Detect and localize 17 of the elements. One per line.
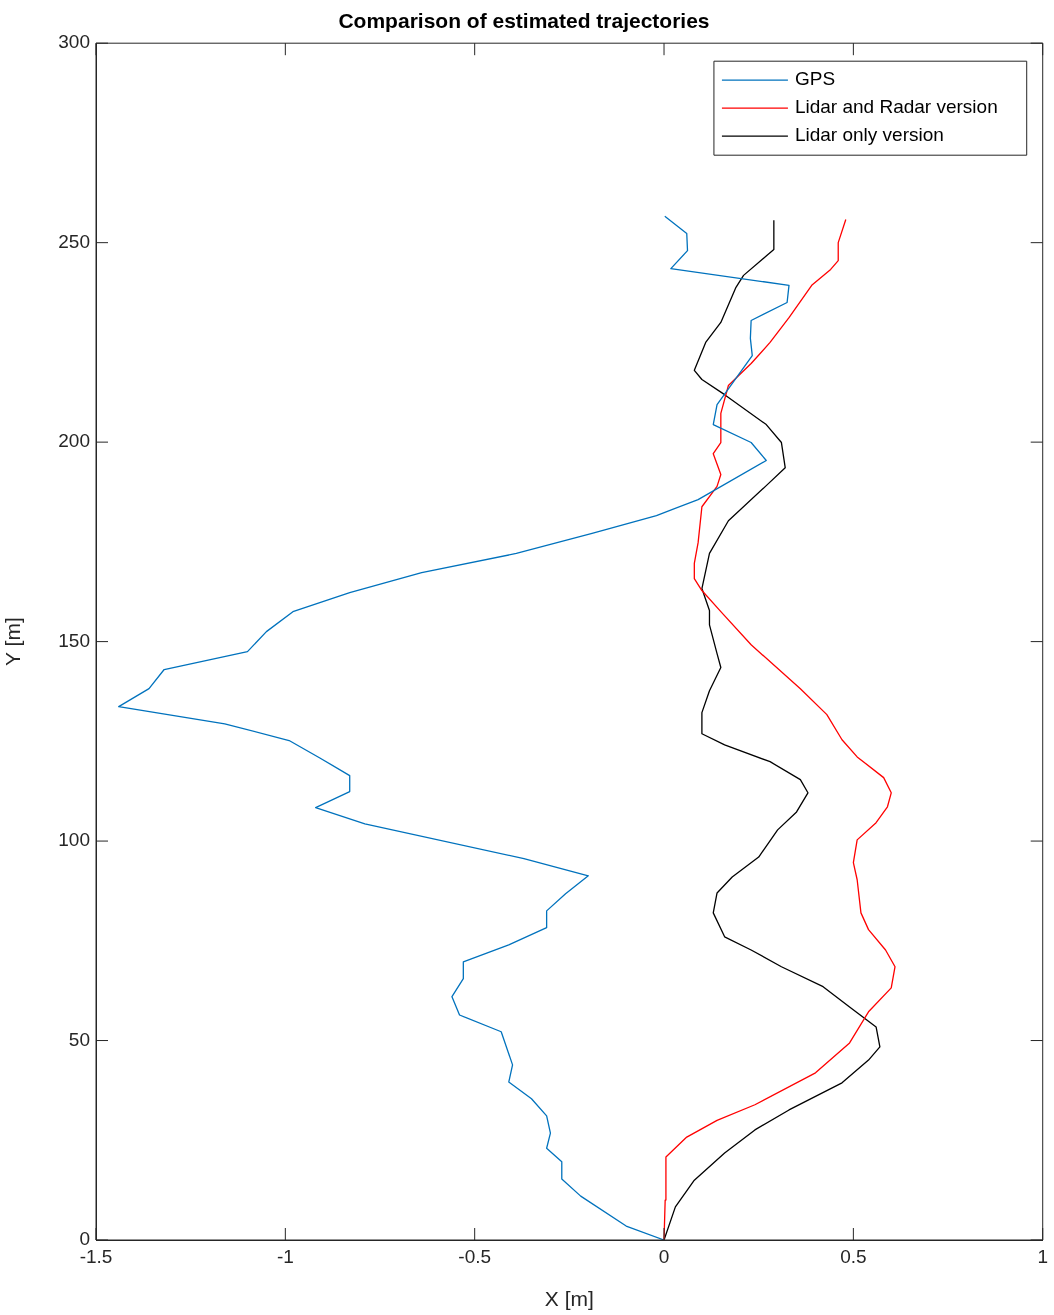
x-tick-label: -1 [276, 1245, 294, 1267]
x-tick-label: 0.5 [840, 1245, 867, 1267]
legend-label: GPS [794, 68, 836, 90]
legend-label: Lidar and Radar version [794, 96, 998, 118]
x-tick-label: 0 [658, 1245, 670, 1267]
y-tick-label: 100 [58, 829, 90, 851]
y-tick-label: 250 [58, 230, 90, 252]
chart-title: Comparison of estimated trajectories [338, 9, 710, 33]
y-axis-title: Y [m] [1, 617, 25, 666]
x-tick-label: -0.5 [458, 1245, 492, 1267]
y-tick-label: 300 [58, 31, 90, 53]
y-tick-label: 50 [68, 1028, 90, 1050]
y-tick-label: 150 [58, 629, 90, 651]
x-tick-label: 1 [1037, 1245, 1049, 1267]
legend-label: Lidar only version [794, 124, 944, 146]
x-axis-title: X [m] [544, 1287, 594, 1311]
y-tick-label: 200 [58, 430, 90, 452]
